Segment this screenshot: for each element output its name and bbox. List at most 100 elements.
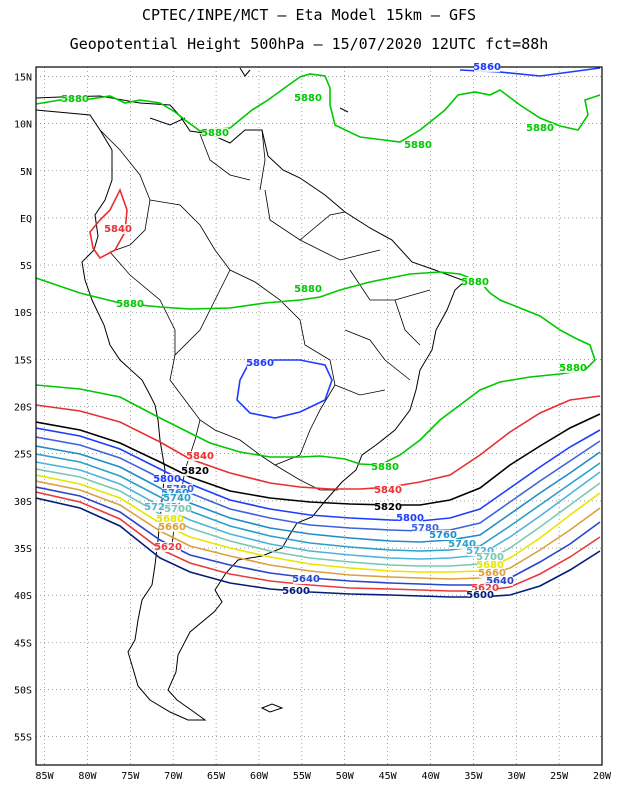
contour-label: 5640 [292,574,320,585]
lat-tick-label: 25S [14,450,32,461]
contour-5640 [36,486,601,586]
contour-label: 5720 [466,546,494,557]
contour-label: 5740 [163,493,191,504]
lat-tick-label: 10S [14,308,32,319]
contour-label-bg [372,462,398,472]
contour-5840-closed [89,187,128,260]
contour-label: 5720 [144,502,172,513]
contour-label-bg [430,530,456,540]
lon-tick-label: 40W [421,771,440,782]
contour-5880-north [36,73,601,143]
contour-label-bg [487,576,513,586]
contour-label-bg [527,123,553,133]
contour-label-bg [159,522,185,532]
contour-label-bg [202,128,228,138]
lat-tick-label: 35S [14,544,32,555]
lon-tick-label: 30W [507,771,526,782]
contour-label-bg [117,299,143,309]
contour-5600 [36,497,601,598]
contour-label: 5860 [246,358,274,369]
chart-subtitle: Geopotential Height 500hPa – 15/07/2020 … [69,35,549,53]
lat-tick-label: 30S [14,497,32,508]
contour-label-bg [145,502,171,512]
contour-label-bg [375,502,401,512]
contour-5800 [36,427,601,522]
lon-tick-label: 85W [36,771,55,782]
contour-label-bg [477,560,503,570]
lat-tick-label: 10N [14,120,32,131]
contour-label-bg [62,94,88,104]
lat-tick-label: 5S [20,261,32,272]
contour-label-bg [477,552,503,562]
contour-label-bg [467,590,493,600]
contour-label: 5600 [282,586,310,597]
lat-tick-label: 15N [14,72,32,83]
contour-label: 5840 [186,451,214,462]
contour-label-bg [105,224,131,234]
contour-label: 5880 [461,277,489,288]
contour-label: 5620 [471,583,499,594]
lon-tick-label: 25W [550,771,569,782]
contour-label: 5880 [404,140,432,151]
contour-label-bg [154,474,180,484]
contour-5880-south [36,271,596,466]
contour-label-bg [295,93,321,103]
contour-label-bg [165,504,191,514]
lon-tick-label: 35W [464,771,483,782]
contour-label: 5880 [294,284,322,295]
lon-tick-label: 65W [207,771,226,782]
contour-label-bg [449,539,475,549]
contour-label: 5880 [201,128,229,139]
contour-label-bg [182,466,208,476]
contour-label-bg [412,523,438,533]
lat-tick-label: 20S [14,403,32,414]
contour-label: 5820 [374,502,402,513]
contour-label: 5600 [466,590,494,601]
lon-tick-label: 45W [379,771,398,782]
contour-label-bg [283,586,309,596]
contour-lines [36,67,601,598]
contour-label: 5880 [294,93,322,104]
contour-5620 [36,491,601,592]
contour-label: 5800 [153,474,181,485]
contour-5820 [36,413,601,506]
contour-label: 5800 [396,513,424,524]
contour-5760 [36,445,601,543]
contour-label: 5880 [559,363,587,374]
contour-label-bg [479,568,505,578]
contour-label-bg [472,583,498,593]
contour-label-bg [187,451,213,461]
contour-label: 5880 [371,462,399,473]
contour-label: 5740 [448,539,476,550]
contour-label-bg [375,485,401,495]
lon-tick-label: 80W [78,771,97,782]
contour-label: 5860 [473,62,501,73]
contour-label: 5880 [61,94,89,105]
contour-label: 5700 [164,504,192,515]
lat-tick-label: 15S [14,355,32,366]
lat-tick-label: EQ [20,214,32,225]
lon-tick-label: 20W [593,771,612,782]
contour-5720 [36,461,601,560]
contour-label: 5820 [181,466,209,477]
contour-label-bg [467,546,493,556]
lat-tick-label: 40S [14,591,32,602]
map-frame [35,66,603,766]
contour-label-bg [247,358,273,368]
lat-tick-label: 45S [14,638,32,649]
contour-label: 5780 [411,523,439,534]
contour-label: 5880 [526,123,554,134]
contour-label-bg [157,514,183,524]
lat-lon-grid [36,67,603,765]
contour-label-bg [560,363,586,373]
contour-5840-main [36,395,601,490]
contour-label: 5680 [156,514,184,525]
contour-label: 5880 [116,299,144,310]
contour-label-bg [397,513,423,523]
contour-label-bg [462,277,488,287]
contour-label: 5680 [476,560,504,571]
contour-label: 5660 [158,522,186,533]
contour-label: 5700 [476,552,504,563]
contour-label: 5660 [478,568,506,579]
lon-tick-label: 55W [293,771,312,782]
